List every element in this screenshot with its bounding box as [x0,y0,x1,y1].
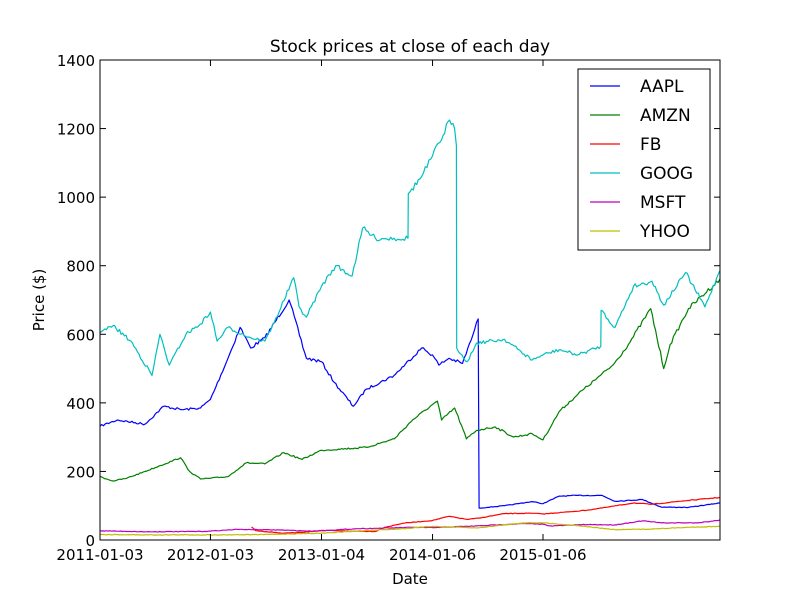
x-axis-label: Date [392,570,428,588]
chart-title: Stock prices at close of each day [270,37,550,57]
y-tick-label: 200 [66,463,95,481]
legend-label-amzn: AMZN [640,106,691,126]
legend-frame [577,68,711,251]
series-line-aapl [100,299,720,509]
y-axis: 0 200 400 600 800 1000 1200 1400 [57,52,720,550]
x-tick-label: 2011-01-03 [56,546,143,564]
x-tick-label: 2012-01-03 [167,546,254,564]
legend-label-msft: MSFT [640,193,686,213]
x-tick-label: 2013-01-04 [278,546,365,564]
series-line-yhoo [100,522,720,536]
x-tick-label: 2015-01-06 [499,546,586,564]
legend-label-goog: GOOG [640,164,693,184]
y-tick-label: 1000 [57,189,95,207]
plot-frame [99,59,721,541]
x-tick-label: 2014-01-06 [389,546,476,564]
series-layer [100,119,720,536]
y-axis-label: Price ($) [30,269,48,332]
y-tick-label: 400 [66,395,95,413]
y-tick-label: 1400 [57,52,95,70]
y-tick-label: 0 [85,532,95,550]
y-tick-label: 800 [66,258,95,276]
series-line-goog [100,119,720,376]
legend-label-fb: FB [640,135,661,155]
y-tick-label: 1200 [57,121,95,139]
series-line-amzn [100,279,720,482]
series-line-msft [100,519,720,533]
legend-label-yhoo: YHOO [639,222,690,242]
x-axis: 2011-01-03 2012-01-03 2013-01-04 2014-01-06… [56,60,587,564]
legend-label-aapl: AAPL [640,77,684,97]
legend: AAPL AMZN FB GOOG MSFT YHOO [577,68,711,251]
y-tick-label: 600 [66,326,95,344]
